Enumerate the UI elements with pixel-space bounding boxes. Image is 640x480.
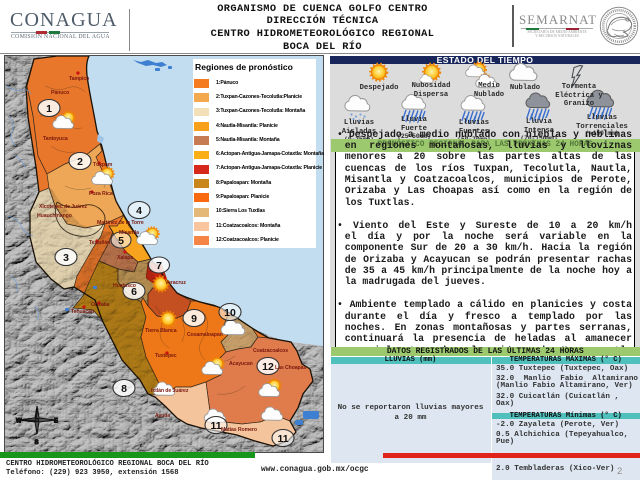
- svg-text:Martínez de la Torre: Martínez de la Torre: [97, 220, 144, 226]
- svg-text:8: 8: [121, 383, 127, 395]
- svg-text:Pánuco: Pánuco: [51, 90, 69, 96]
- svg-text:Coatzacoalcos: Coatzacoalcos: [253, 348, 288, 354]
- svg-text:S: S: [35, 440, 39, 446]
- svg-text:11: 11: [277, 433, 288, 445]
- svg-text:Tehuacán: Tehuacán: [71, 309, 94, 315]
- svg-text:Cosamaloapan: Cosamaloapan: [187, 332, 223, 338]
- svg-text:E: E: [54, 419, 58, 425]
- svg-text:Xicotepec de Juárez: Xicotepec de Juárez: [39, 204, 87, 210]
- svg-text:Ixtlán de Juárez: Ixtlán de Juárez: [151, 388, 189, 394]
- svg-text:1: 1: [46, 103, 52, 115]
- svg-text:Tampico: Tampico: [69, 76, 89, 82]
- svg-text:Tuxtepec: Tuxtepec: [155, 353, 177, 359]
- svg-text:Tantoyuca: Tantoyuca: [43, 136, 68, 142]
- svg-text:Acayucan: Acayucan: [229, 361, 253, 367]
- svg-text:Orizaba: Orizaba: [91, 302, 110, 308]
- svg-text:Túxpam: Túxpam: [93, 162, 113, 168]
- svg-text:Veracruz: Veracruz: [165, 280, 186, 286]
- svg-text:11: 11: [210, 420, 221, 432]
- svg-text:5: 5: [118, 235, 124, 247]
- svg-text:3: 3: [63, 252, 69, 264]
- svg-text:4: 4: [136, 205, 142, 217]
- svg-text:W: W: [16, 419, 22, 425]
- svg-text:Matías Romero: Matías Romero: [221, 427, 257, 433]
- svg-text:Ayutla: Ayutla: [155, 413, 170, 419]
- svg-text:Huatusco: Huatusco: [113, 283, 136, 289]
- svg-text:7: 7: [156, 260, 162, 272]
- svg-text:Misantla: Misantla: [119, 230, 139, 236]
- svg-text:Tierra Blanca: Tierra Blanca: [145, 328, 177, 334]
- svg-text:12: 12: [262, 361, 274, 373]
- svg-text:2: 2: [77, 156, 83, 168]
- svg-text:10: 10: [224, 307, 236, 319]
- svg-text:Las Choapas: Las Choapas: [275, 365, 306, 371]
- svg-text:9: 9: [191, 313, 197, 325]
- svg-text:Poza Rica: Poza Rica: [89, 191, 113, 197]
- svg-text:6: 6: [131, 286, 137, 298]
- svg-text:Huauchinango: Huauchinango: [37, 213, 72, 219]
- svg-text:Xalapa: Xalapa: [117, 255, 133, 261]
- svg-text:Teziutlán: Teziutlán: [89, 240, 110, 246]
